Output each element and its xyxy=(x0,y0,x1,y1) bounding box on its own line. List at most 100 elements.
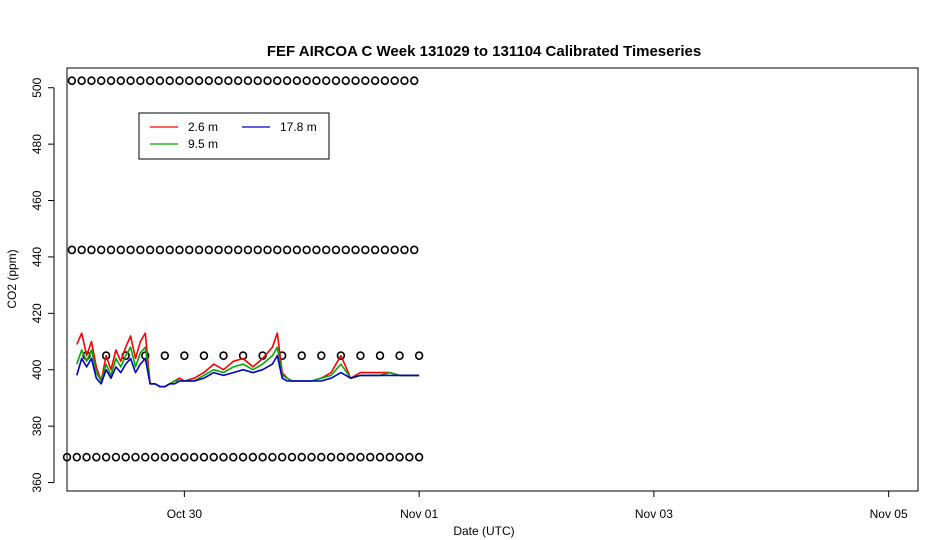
y-tick-label: 480 xyxy=(30,134,44,154)
calibration-marker xyxy=(77,245,86,255)
calibration-marker xyxy=(263,76,272,86)
calibration-marker xyxy=(189,452,199,462)
legend: 2.6 m 9.5 m 17.8 m xyxy=(138,112,330,160)
calibration-marker xyxy=(185,245,194,255)
calibration-marker xyxy=(258,452,267,462)
calibration-marker xyxy=(199,452,209,462)
calibration-marker xyxy=(356,452,365,462)
calibration-marker xyxy=(87,245,96,255)
y-tick-label: 360 xyxy=(30,472,44,492)
series-line xyxy=(76,346,420,388)
calibration-marker xyxy=(395,452,404,462)
calibration-marker xyxy=(292,76,302,86)
calibration-marker xyxy=(287,452,297,462)
x-tick-label: Nov 05 xyxy=(870,507,908,521)
calibration-marker xyxy=(204,76,214,86)
legend-label: 9.5 m xyxy=(188,137,218,151)
calibration-marker xyxy=(180,351,189,361)
calibration-marker xyxy=(322,76,331,86)
calibration-marker xyxy=(238,452,248,462)
calibration-marker xyxy=(111,452,121,462)
calibration-marker xyxy=(405,452,414,462)
calibration-marker xyxy=(175,245,184,255)
calibration-marker xyxy=(77,76,86,86)
calibration-marker xyxy=(233,76,243,86)
calibration-marker xyxy=(292,245,302,255)
calibration-marker xyxy=(410,245,419,255)
y-tick-label: 500 xyxy=(30,77,44,97)
calibration-marker xyxy=(165,76,174,86)
calibration-marker xyxy=(312,245,321,255)
chart-title: FEF AIRCOA C Week 131029 to 131104 Calib… xyxy=(267,43,701,60)
calibration-marker xyxy=(194,245,204,255)
calibration-marker xyxy=(97,76,106,86)
series-line xyxy=(76,332,420,388)
calibration-marker xyxy=(150,452,160,462)
calibration-marker xyxy=(351,245,360,255)
calibration-marker xyxy=(126,245,135,255)
calibration-marker xyxy=(116,76,125,86)
calibration-marker xyxy=(351,76,360,86)
calibration-marker xyxy=(229,452,238,462)
calibration-marker xyxy=(219,351,228,361)
calibration-marker xyxy=(136,76,145,86)
legend-box xyxy=(138,112,330,160)
calibration-marker xyxy=(326,452,336,462)
calibration-marker xyxy=(180,452,189,462)
calibration-marker xyxy=(214,76,223,86)
calibration-marker xyxy=(370,245,380,255)
calibration-marker xyxy=(390,76,399,86)
series-lines xyxy=(76,332,420,388)
calibration-marker xyxy=(414,351,424,361)
calibration-marker xyxy=(121,452,130,462)
calibration-marker xyxy=(317,452,326,462)
calibration-marker xyxy=(273,245,282,255)
calibration-marker xyxy=(243,76,253,86)
calibration-marker xyxy=(317,351,326,361)
calibration-marker xyxy=(331,245,341,255)
x-axis: Oct 30 Nov 01 Nov 03 Nov 05 xyxy=(167,490,908,521)
calibration-marker xyxy=(268,452,277,462)
calibration-marker xyxy=(307,452,316,462)
calibration-marker xyxy=(336,351,346,361)
calibration-marker xyxy=(101,452,111,462)
calibration-marker xyxy=(375,452,385,462)
legend-label: 17.8 m xyxy=(280,120,317,134)
calibration-marker xyxy=(366,452,375,462)
calibration-marker xyxy=(62,452,72,462)
calibration-marker xyxy=(273,76,282,86)
calibration-marker xyxy=(145,76,155,86)
calibration-marker xyxy=(400,245,409,255)
x-tick-label: Oct 30 xyxy=(167,507,203,521)
calibration-marker xyxy=(233,245,243,255)
calibration-marker xyxy=(116,245,125,255)
calibration-marker xyxy=(194,76,204,86)
calibration-marker xyxy=(395,351,404,361)
calibration-marker xyxy=(185,76,194,86)
legend-label: 2.6 m xyxy=(188,120,218,134)
x-tick-label: Nov 01 xyxy=(400,507,438,521)
calibration-marker xyxy=(136,245,145,255)
calibration-marker xyxy=(141,452,150,462)
y-axis-label: CO2 (ppm) xyxy=(5,249,19,308)
calibration-marker xyxy=(72,452,81,462)
calibration-marker xyxy=(346,452,355,462)
calibration-marker xyxy=(341,76,350,86)
calibration-marker xyxy=(263,245,272,255)
calibration-marker xyxy=(82,452,91,462)
calibration-marker xyxy=(106,245,116,255)
calibration-marker xyxy=(253,245,262,255)
calibration-marker xyxy=(145,245,155,255)
calibration-marker xyxy=(67,245,77,255)
calibration-marker xyxy=(410,76,419,86)
y-tick-label: 400 xyxy=(30,359,44,379)
calibration-marker xyxy=(380,76,390,86)
y-axis: 360 380 400 420 440 460 480 500 xyxy=(30,77,55,493)
calibration-marker xyxy=(214,245,223,255)
calibration-marker xyxy=(131,452,140,462)
calibration-marker xyxy=(219,452,228,462)
y-tick-label: 460 xyxy=(30,190,44,210)
calibration-marker xyxy=(341,245,350,255)
calibration-marker xyxy=(282,76,292,86)
